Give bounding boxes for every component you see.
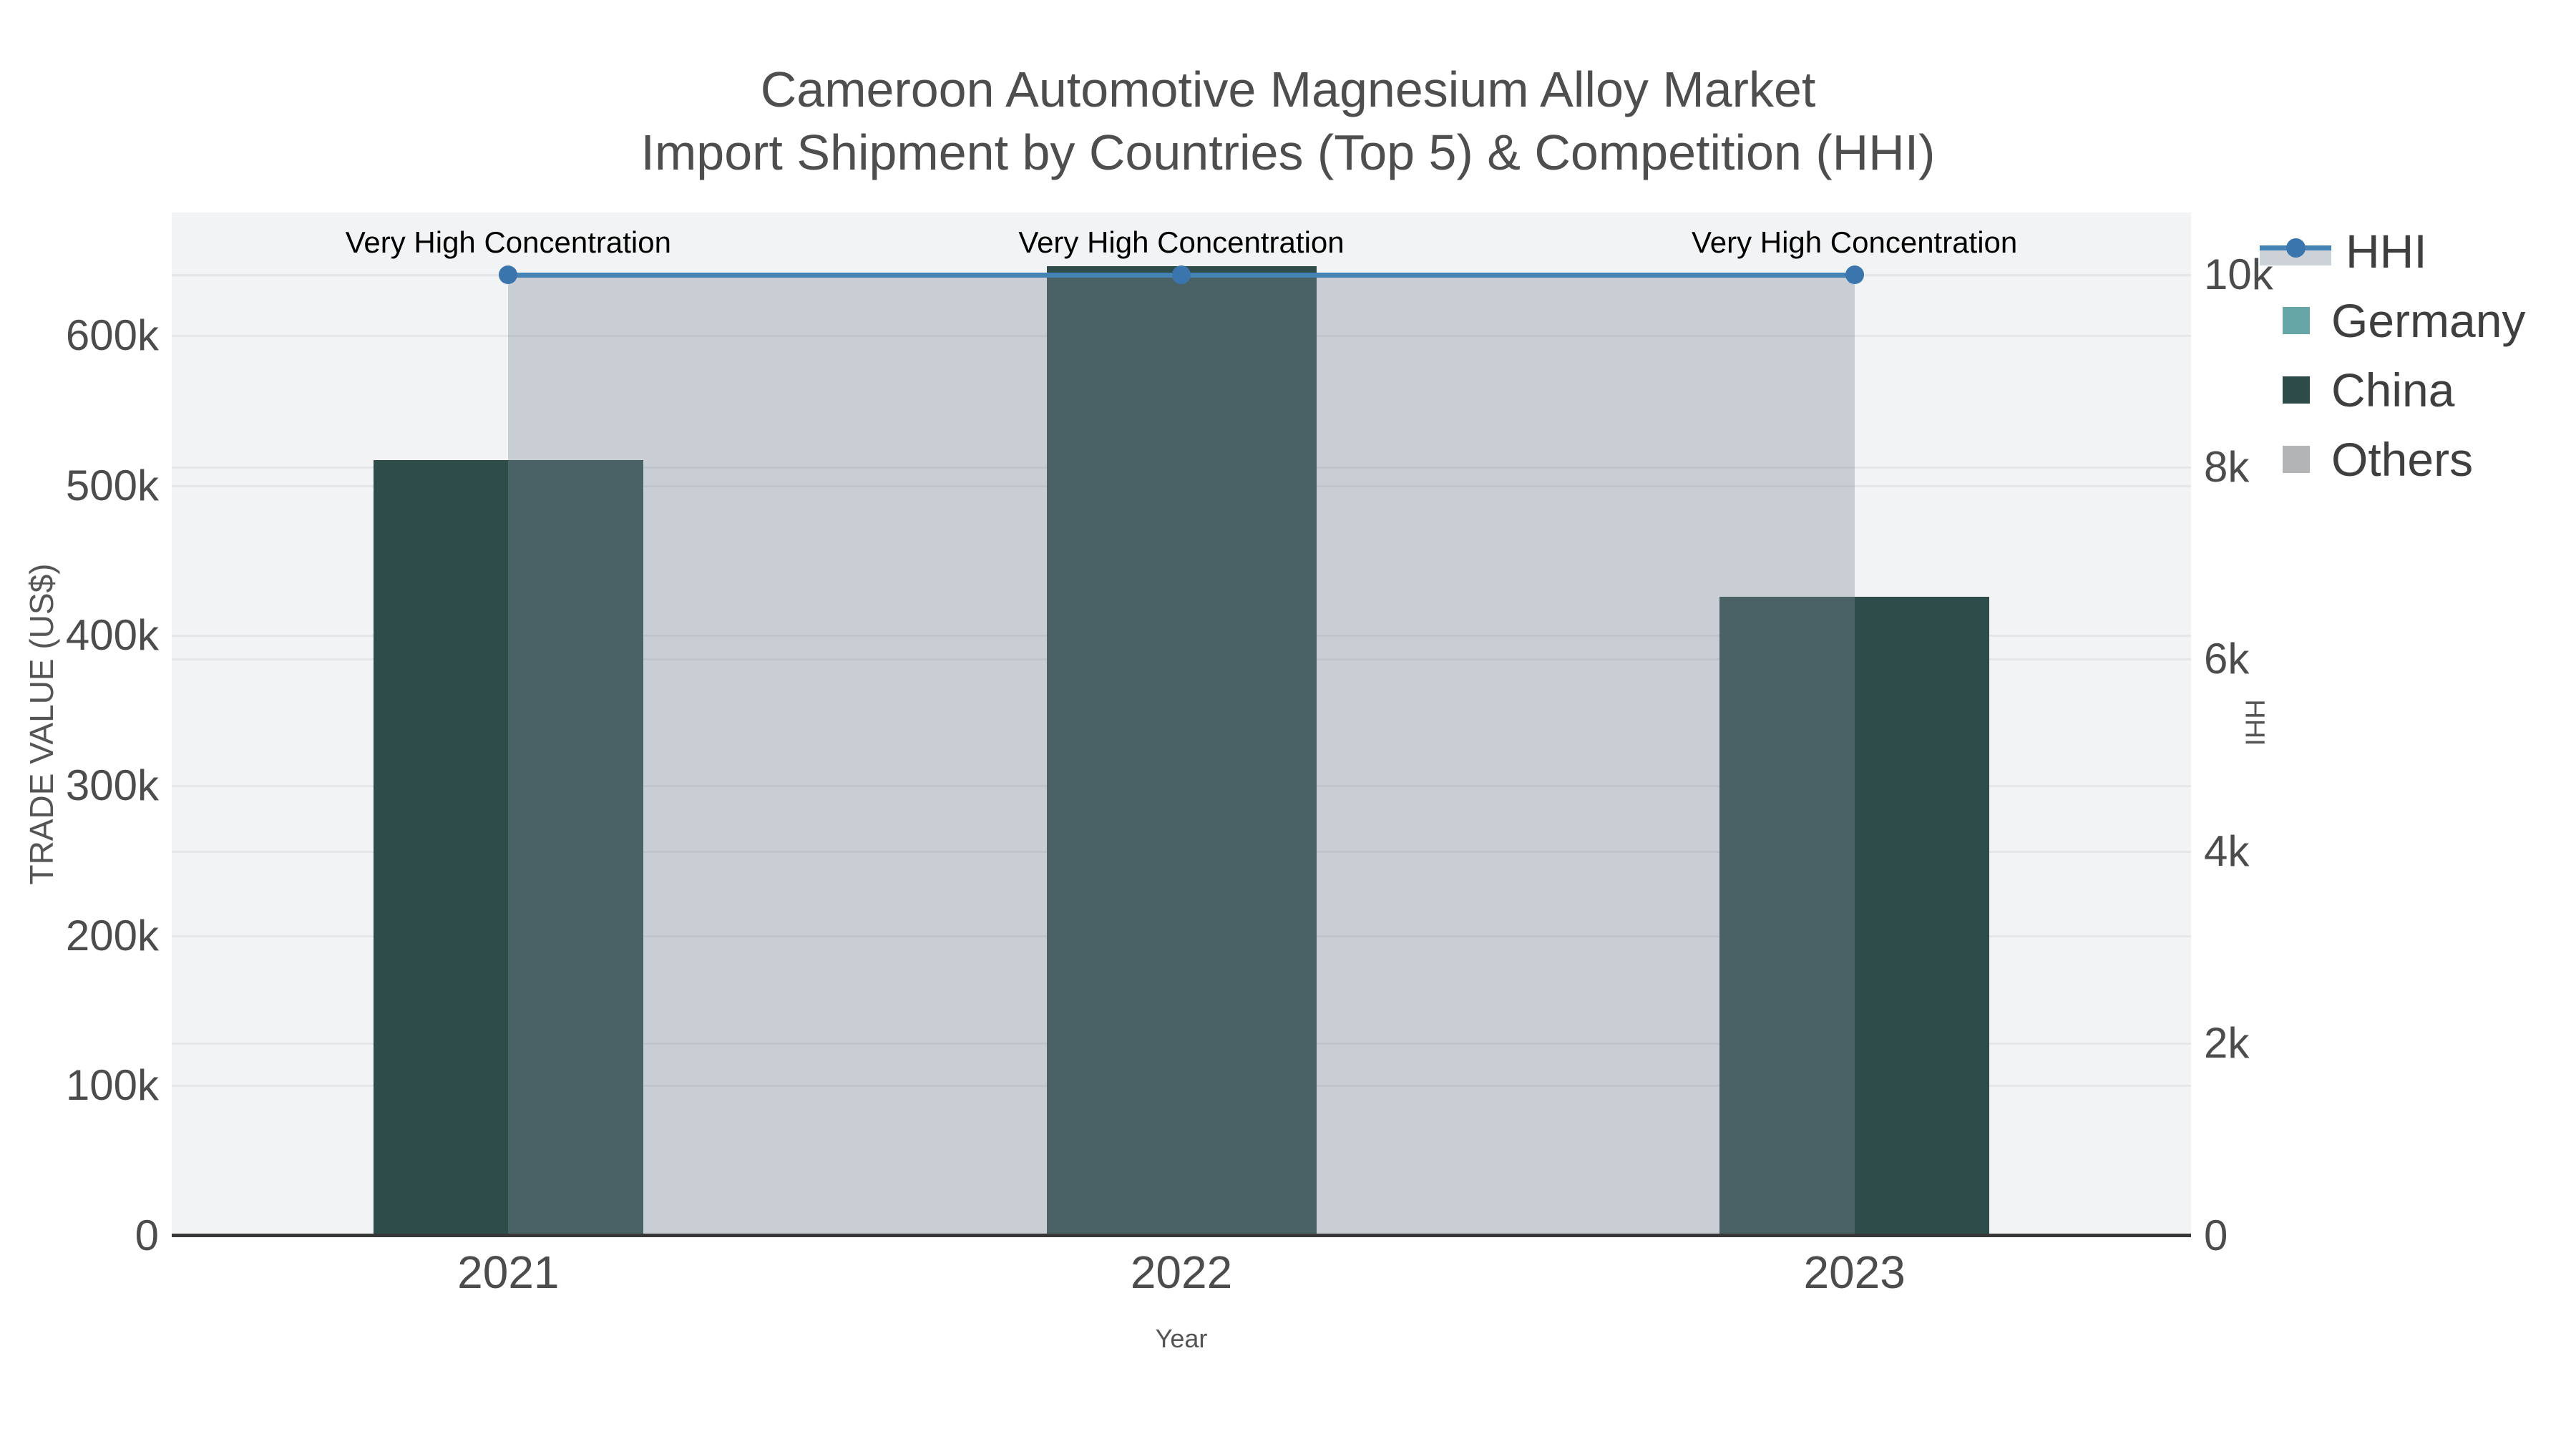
- chart-title-line2: Import Shipment by Countries (Top 5) & C…: [640, 125, 1936, 180]
- hhi-marker-2023[interactable]: [1845, 265, 1864, 285]
- right-tick-8k: 8k: [2204, 442, 2250, 491]
- x-tick-2021: 2021: [457, 1246, 560, 1298]
- legend: HHI Germany China Others: [2260, 228, 2525, 505]
- right-tick-2k: 2k: [2204, 1019, 2250, 1068]
- hhi-marker-2021[interactable]: [499, 265, 518, 285]
- legend-label: Others: [2331, 433, 2474, 486]
- x-tick-2023: 2023: [1803, 1246, 1906, 1298]
- right-tick-4k: 4k: [2204, 826, 2250, 875]
- left-tick-300k: 300k: [65, 761, 159, 809]
- left-tick-100k: 100k: [65, 1061, 159, 1110]
- legend-label: HHI: [2346, 225, 2427, 278]
- bar-china-2022[interactable]: [1046, 266, 1317, 1236]
- right-y-axis-title: HHI: [2239, 699, 2270, 746]
- right-tick-0: 0: [2204, 1211, 2228, 1259]
- left-tick-200k: 200k: [65, 911, 159, 960]
- legend-item-others[interactable]: Others: [2260, 436, 2525, 483]
- x-axis-title: Year: [1155, 1324, 1208, 1353]
- legend-item-hhi[interactable]: HHI: [2260, 228, 2525, 275]
- legend-label: Germany: [2331, 294, 2526, 347]
- annotation-2021: Very High Concentration: [345, 225, 671, 260]
- bar-china-2023[interactable]: [1719, 596, 1990, 1236]
- left-tick-500k: 500k: [65, 461, 159, 509]
- legend-label: China: [2331, 364, 2455, 416]
- left-tick-400k: 400k: [65, 611, 159, 660]
- x-tick-2022: 2022: [1130, 1246, 1233, 1298]
- plot-area: Very High Concentration Very High Concent…: [172, 213, 2191, 1236]
- annotation-2023: Very High Concentration: [1692, 225, 2018, 260]
- left-tick-0: 0: [135, 1211, 159, 1259]
- annotation-2022: Very High Concentration: [1018, 225, 1345, 260]
- right-tick-6k: 6k: [2204, 635, 2250, 683]
- others-swatch-icon: [2283, 446, 2310, 473]
- germany-swatch-icon: [2283, 307, 2310, 334]
- hhi-line-swatch-icon: [2260, 235, 2331, 267]
- legend-item-china[interactable]: China: [2260, 366, 2525, 414]
- left-tick-600k: 600k: [65, 311, 159, 359]
- bar-china-2021[interactable]: [373, 459, 643, 1236]
- china-swatch-icon: [2283, 376, 2310, 404]
- x-axis-line: [172, 1234, 2191, 1237]
- legend-item-germany[interactable]: Germany: [2260, 297, 2525, 344]
- hhi-area-fill: [508, 275, 1855, 1236]
- chart-title-line1: Cameroon Automotive Magnesium Alloy Mark…: [760, 62, 1816, 117]
- left-y-axis-title: TRADE VALUE (US$): [23, 563, 60, 885]
- hhi-marker-2022[interactable]: [1172, 265, 1191, 285]
